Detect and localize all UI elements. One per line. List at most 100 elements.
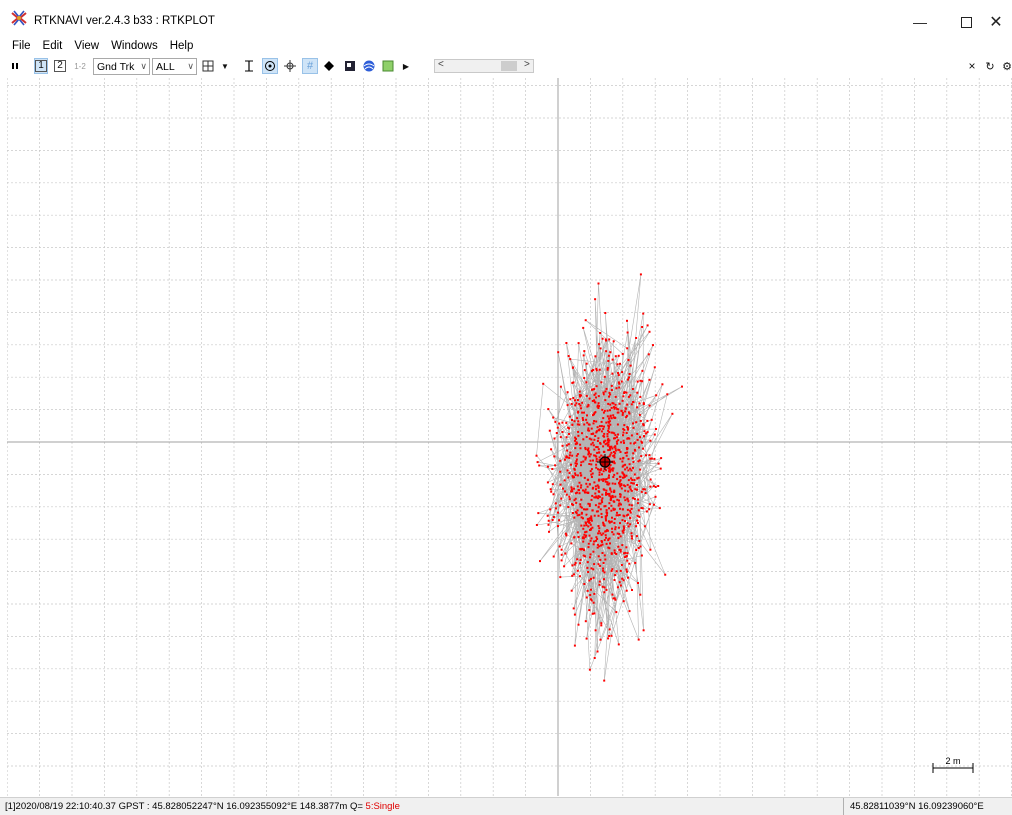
solution-point — [594, 504, 597, 507]
menu-view[interactable]: View — [74, 40, 100, 52]
minimize-button[interactable]: — — [897, 8, 943, 36]
menu-help[interactable]: Help — [169, 40, 194, 52]
maximize-button[interactable] — [943, 8, 989, 36]
solution-point — [579, 404, 582, 407]
menu-windows[interactable]: Windows — [111, 40, 158, 52]
dropdown-arrow-icon[interactable]: ▼ — [221, 61, 229, 71]
solution-point — [599, 502, 602, 505]
solution-point — [579, 395, 581, 398]
solution-point — [570, 486, 573, 489]
fit-horizontal-icon[interactable] — [262, 58, 278, 74]
solution-point — [653, 433, 656, 436]
plot-canvas[interactable]: 2 m — [7, 78, 1012, 796]
solution-point — [618, 581, 621, 584]
solution-point — [640, 554, 643, 557]
center-origin-icon[interactable] — [242, 58, 256, 74]
solution-1-button[interactable]: 1 — [34, 58, 48, 74]
solution-point — [630, 535, 633, 538]
solution-point — [582, 554, 585, 557]
solution-point — [596, 451, 599, 454]
scroll-right-icon[interactable]: > — [524, 59, 530, 70]
connect-icon[interactable] — [10, 58, 20, 74]
solution-point — [628, 486, 631, 489]
close-plot-icon[interactable]: × — [968, 59, 976, 73]
quality-flag-icon[interactable] — [201, 58, 215, 74]
solution-point — [582, 540, 585, 543]
scroll-thumb[interactable] — [501, 61, 517, 71]
sky-image-icon[interactable] — [381, 58, 395, 74]
solution-point — [632, 461, 635, 463]
solution-point — [608, 492, 611, 495]
scroll-left-icon[interactable]: < — [438, 59, 444, 70]
solution-2-button[interactable]: 2 — [53, 58, 67, 74]
reload-icon[interactable]: ↻ — [985, 60, 995, 73]
play-icon[interactable]: ▶ — [402, 61, 410, 71]
solution-point — [621, 530, 624, 533]
solution-point — [603, 467, 606, 470]
solution-point — [591, 509, 594, 512]
solution-point — [576, 474, 579, 477]
solution-point — [586, 520, 589, 523]
solution-point — [605, 350, 608, 353]
grid-icon[interactable]: # — [302, 58, 318, 74]
solution-point — [587, 519, 590, 522]
menu-file[interactable]: File — [12, 40, 31, 52]
solution-point — [610, 509, 613, 512]
solution-point — [593, 438, 596, 441]
solution-point — [611, 431, 614, 434]
solution-point — [579, 505, 582, 508]
solution-point — [592, 459, 594, 462]
solution-point — [598, 368, 601, 371]
solution-point — [565, 436, 568, 439]
solution-point — [589, 594, 592, 596]
solution-point — [613, 407, 616, 410]
show-track-icon[interactable] — [283, 58, 297, 74]
solution-1-2-label: 1-2 — [74, 61, 86, 71]
solution-point — [641, 507, 644, 510]
solution-point — [592, 543, 595, 546]
solution-point — [610, 504, 613, 507]
solution-point — [627, 411, 630, 414]
solution-point — [589, 517, 591, 520]
solution-point — [589, 556, 591, 559]
solution-point — [546, 465, 549, 468]
map-icon[interactable] — [362, 58, 376, 74]
solution-point — [599, 332, 602, 334]
solution-point — [595, 466, 598, 469]
solution-point — [596, 538, 599, 540]
solution-1-2-button[interactable]: 1-2 — [71, 58, 89, 74]
solution-point — [602, 488, 605, 491]
solution-point — [598, 425, 601, 428]
solution-point — [617, 372, 620, 374]
solution-point — [600, 425, 603, 428]
menu-edit[interactable]: Edit — [42, 40, 63, 52]
solution-point — [588, 609, 591, 612]
solution-point — [572, 503, 574, 506]
solution-point — [588, 579, 591, 582]
solution-point — [562, 487, 564, 490]
solution-point — [636, 406, 639, 409]
solution-point — [579, 558, 582, 561]
plot-type-select[interactable]: Gnd Trk ∨ — [93, 58, 150, 75]
ground-track-plot[interactable]: 2 m — [7, 78, 1012, 796]
show-point-icon[interactable] — [323, 58, 335, 74]
solution-point — [615, 570, 618, 573]
solution-point — [591, 388, 593, 391]
solution-point — [602, 524, 605, 527]
solution-point — [600, 622, 603, 625]
close-button[interactable]: ✕ — [980, 8, 1012, 36]
status-solution-info: [1]2020/08/19 22:10:40.37 GPST : 45.8280… — [5, 801, 400, 812]
time-scrollbar[interactable]: < > — [434, 59, 534, 73]
satellite-filter-select[interactable]: ALL ∨ — [152, 58, 197, 75]
settings-gear-icon[interactable]: ⚙ — [1002, 60, 1012, 73]
solution-point — [582, 438, 585, 441]
solution-point — [590, 517, 593, 520]
solution-point — [630, 507, 633, 510]
solution-point — [646, 419, 649, 422]
solution-point — [602, 455, 605, 458]
solution-point — [637, 498, 640, 501]
solution-point — [613, 549, 616, 552]
solution-point — [586, 508, 589, 511]
solution-point — [595, 431, 598, 434]
image-icon[interactable] — [343, 58, 357, 74]
